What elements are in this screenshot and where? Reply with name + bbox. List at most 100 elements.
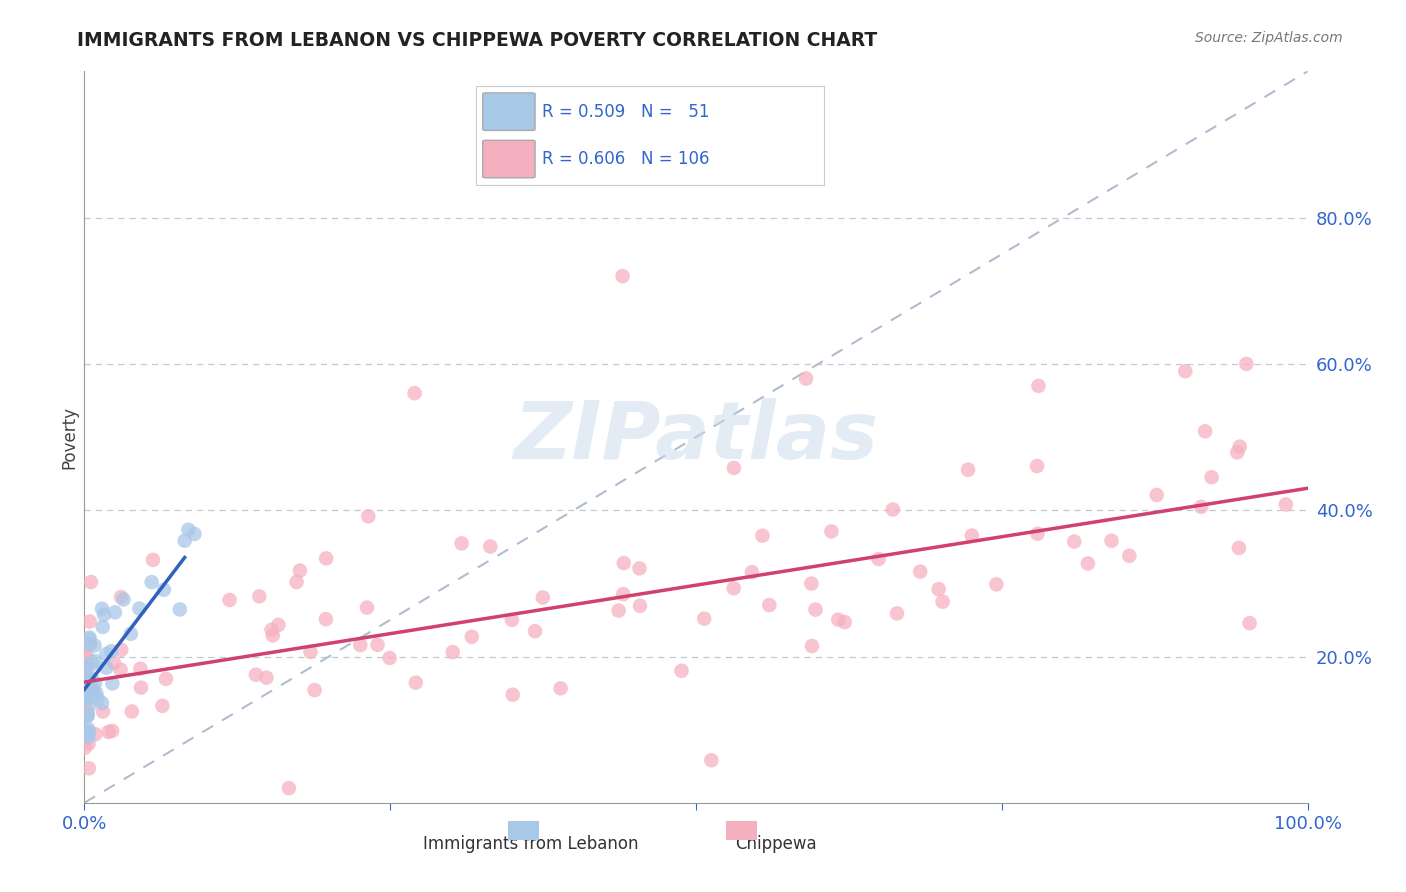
Point [76, 688, 98, 702]
Point [76, 649, 98, 664]
Point [79, 632, 101, 647]
Point [129, 681, 152, 695]
Point [73, 696, 96, 710]
Point [1146, 488, 1168, 502]
Point [804, 602, 827, 616]
Point [77, 698, 100, 713]
Point [260, 623, 283, 637]
Point [173, 533, 195, 548]
Point [104, 606, 127, 620]
Point [84, 654, 107, 668]
Point [1226, 445, 1249, 459]
Point [91, 696, 114, 710]
Point [75, 683, 97, 698]
Point [607, 603, 630, 617]
Point [612, 269, 634, 284]
Point [79, 678, 101, 692]
Point [79, 631, 101, 645]
Point [1077, 557, 1099, 571]
Point [868, 552, 890, 566]
Point [103, 656, 125, 670]
Point [820, 524, 842, 539]
Point [77, 725, 100, 739]
Point [84, 676, 107, 690]
Point [86, 691, 108, 706]
Point [1118, 549, 1140, 563]
Text: IMMIGRANTS FROM LEBANON VS CHIPPEWA POVERTY CORRELATION CHART: IMMIGRANTS FROM LEBANON VS CHIPPEWA POVE… [77, 31, 877, 50]
Point [96, 647, 118, 661]
Point [77, 672, 100, 686]
Point [367, 638, 389, 652]
Point [76, 684, 98, 698]
Point [245, 667, 267, 681]
Point [502, 688, 524, 702]
Point [73, 740, 96, 755]
Point [827, 613, 849, 627]
Point [77, 730, 100, 744]
Point [931, 595, 953, 609]
Point [1101, 533, 1123, 548]
Point [723, 582, 745, 596]
Point [378, 651, 401, 665]
Text: Source: ZipAtlas.com: Source: ZipAtlas.com [1195, 31, 1343, 45]
Point [91, 705, 114, 719]
Point [262, 628, 284, 642]
Point [1026, 526, 1049, 541]
Point [120, 626, 142, 640]
Point [247, 590, 270, 604]
Point [628, 561, 651, 575]
Point [285, 574, 308, 589]
Point [77, 690, 100, 704]
Point [129, 662, 152, 676]
Point [84, 686, 107, 700]
Point [112, 592, 135, 607]
Point [741, 565, 763, 579]
FancyBboxPatch shape [506, 820, 540, 841]
Point [75, 673, 97, 688]
Point [73, 728, 96, 742]
Point [83, 687, 105, 701]
Point [1174, 364, 1197, 378]
Point [277, 781, 299, 796]
Point [75, 649, 97, 664]
Point [693, 612, 716, 626]
Point [1236, 357, 1258, 371]
Point [73, 690, 96, 705]
Text: Chippewa: Chippewa [735, 835, 817, 853]
Point [1026, 458, 1049, 473]
Point [91, 601, 114, 615]
Point [128, 601, 150, 615]
Point [75, 682, 97, 697]
Point [101, 676, 124, 690]
Point [153, 582, 176, 597]
Point [1194, 425, 1216, 439]
Point [1229, 440, 1251, 454]
Point [288, 564, 311, 578]
Point [80, 671, 103, 685]
Point [141, 575, 163, 590]
Point [121, 705, 143, 719]
Point [76, 708, 98, 723]
Point [461, 630, 484, 644]
Point [886, 607, 908, 621]
Point [613, 556, 636, 570]
Y-axis label: Poverty: Poverty [60, 406, 79, 468]
Point [80, 575, 103, 590]
Point [800, 639, 823, 653]
Point [501, 613, 523, 627]
Point [91, 620, 114, 634]
Point [101, 723, 124, 738]
Point [73, 723, 96, 738]
Point [142, 553, 165, 567]
Point [82, 657, 104, 671]
Point [267, 618, 290, 632]
Point [671, 664, 693, 678]
Point [315, 612, 337, 626]
Point [700, 753, 723, 767]
Point [315, 551, 337, 566]
Point [986, 577, 1008, 591]
Point [84, 727, 107, 741]
Point [1275, 498, 1298, 512]
Point [524, 624, 547, 639]
Point [908, 565, 931, 579]
